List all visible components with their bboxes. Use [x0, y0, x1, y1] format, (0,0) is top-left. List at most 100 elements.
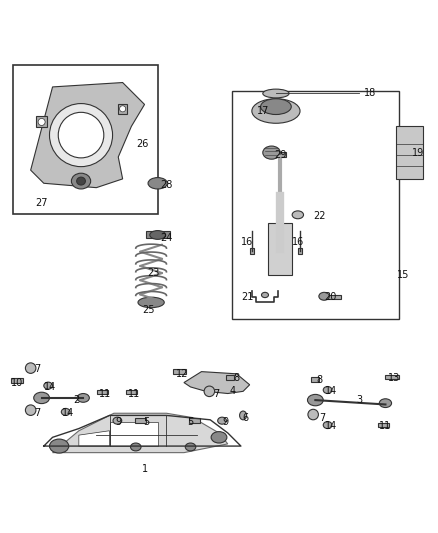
- Bar: [126, 390, 137, 394]
- Polygon shape: [79, 431, 110, 446]
- Bar: [173, 369, 186, 374]
- Circle shape: [49, 103, 113, 167]
- Ellipse shape: [263, 89, 289, 98]
- Text: 24: 24: [160, 233, 173, 243]
- Text: 19: 19: [412, 148, 424, 158]
- Ellipse shape: [34, 392, 49, 403]
- Bar: [378, 423, 389, 427]
- Text: 10: 10: [11, 377, 24, 387]
- Ellipse shape: [61, 408, 70, 415]
- Text: 20: 20: [325, 292, 337, 302]
- Text: 1: 1: [141, 464, 148, 474]
- Ellipse shape: [185, 443, 196, 451]
- Text: 11: 11: [99, 389, 111, 399]
- Text: 22: 22: [314, 211, 326, 221]
- Ellipse shape: [131, 443, 141, 451]
- Bar: [226, 375, 234, 379]
- Circle shape: [58, 112, 104, 158]
- Ellipse shape: [49, 439, 69, 453]
- Ellipse shape: [307, 394, 323, 406]
- Ellipse shape: [323, 386, 332, 393]
- Text: 2: 2: [74, 395, 80, 405]
- Text: 18: 18: [364, 88, 376, 99]
- Bar: [118, 104, 127, 114]
- Text: 9: 9: [115, 417, 121, 427]
- Text: 8: 8: [317, 375, 323, 385]
- Text: 5: 5: [187, 417, 194, 427]
- Bar: [145, 231, 170, 238]
- Text: 7: 7: [319, 413, 325, 423]
- Ellipse shape: [261, 292, 268, 297]
- Text: 23: 23: [147, 268, 159, 278]
- Ellipse shape: [263, 146, 280, 159]
- Bar: [250, 248, 254, 254]
- Bar: [268, 223, 293, 275]
- Ellipse shape: [319, 292, 329, 300]
- Ellipse shape: [218, 417, 226, 424]
- Bar: [321, 295, 341, 300]
- Ellipse shape: [252, 99, 300, 123]
- Bar: [11, 378, 23, 383]
- Bar: [298, 248, 302, 254]
- Polygon shape: [110, 422, 158, 446]
- Text: 29: 29: [274, 150, 286, 160]
- Ellipse shape: [44, 382, 53, 389]
- Bar: [232, 91, 399, 319]
- Circle shape: [308, 409, 318, 420]
- Bar: [135, 418, 145, 423]
- Text: 11: 11: [379, 422, 392, 431]
- Polygon shape: [184, 372, 250, 393]
- Ellipse shape: [148, 177, 167, 189]
- Text: 8: 8: [233, 373, 240, 383]
- Ellipse shape: [77, 393, 89, 402]
- Text: 13: 13: [388, 373, 400, 383]
- Text: 3: 3: [356, 395, 362, 405]
- Text: 14: 14: [325, 422, 337, 431]
- Ellipse shape: [113, 417, 122, 424]
- Ellipse shape: [323, 422, 332, 429]
- Polygon shape: [31, 83, 145, 188]
- Ellipse shape: [150, 231, 166, 239]
- Ellipse shape: [379, 399, 392, 408]
- Ellipse shape: [240, 411, 247, 420]
- Ellipse shape: [261, 99, 291, 115]
- Text: 21: 21: [241, 292, 254, 302]
- Text: 16: 16: [292, 237, 304, 247]
- Ellipse shape: [211, 432, 227, 443]
- Text: 14: 14: [325, 386, 337, 397]
- Text: 7: 7: [34, 408, 40, 418]
- Bar: [13, 65, 158, 214]
- Bar: [189, 418, 201, 423]
- Text: 28: 28: [160, 181, 173, 190]
- Bar: [97, 390, 108, 394]
- Circle shape: [204, 386, 215, 397]
- Text: 12: 12: [176, 369, 188, 379]
- Ellipse shape: [71, 173, 91, 189]
- Text: 4: 4: [229, 386, 235, 397]
- Text: 7: 7: [214, 389, 220, 399]
- Text: 6: 6: [242, 413, 248, 423]
- Ellipse shape: [292, 211, 304, 219]
- Text: 7: 7: [34, 365, 40, 374]
- Circle shape: [25, 405, 36, 415]
- Circle shape: [25, 363, 36, 374]
- Polygon shape: [396, 126, 423, 179]
- Text: 5: 5: [144, 417, 150, 427]
- Text: 17: 17: [257, 106, 269, 116]
- Text: 11: 11: [127, 389, 140, 399]
- Text: 15: 15: [397, 270, 409, 280]
- Circle shape: [38, 118, 45, 125]
- Text: 14: 14: [44, 382, 57, 392]
- Text: 9: 9: [223, 417, 229, 427]
- Bar: [311, 377, 319, 382]
- Polygon shape: [53, 413, 228, 453]
- Ellipse shape: [77, 177, 85, 185]
- Bar: [36, 117, 47, 127]
- Text: 16: 16: [241, 237, 254, 247]
- Circle shape: [120, 106, 126, 112]
- Text: 14: 14: [62, 408, 74, 418]
- Bar: [385, 375, 399, 379]
- Ellipse shape: [138, 297, 164, 308]
- Bar: [274, 152, 286, 157]
- Text: 26: 26: [136, 139, 148, 149]
